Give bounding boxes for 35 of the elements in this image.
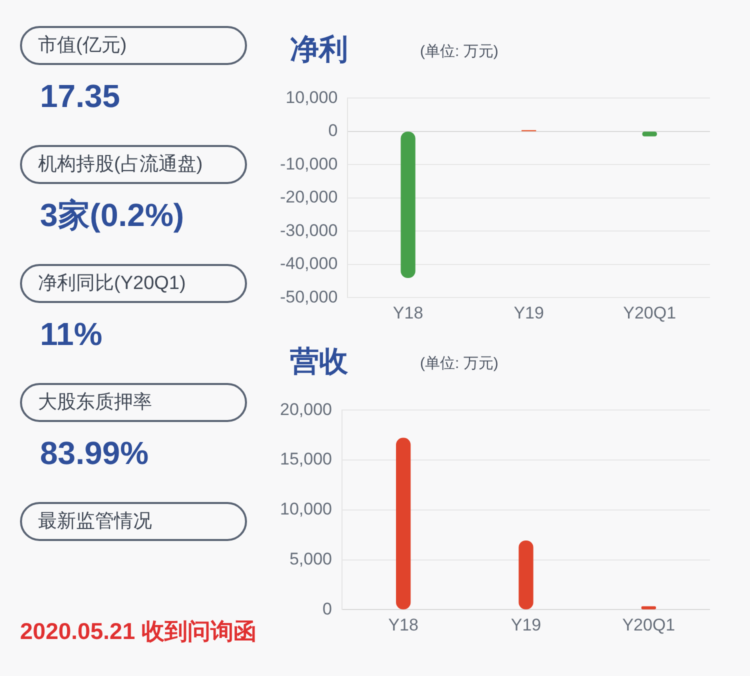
y-tick-label: -10,000: [280, 154, 338, 174]
chart-subtitle: (单位: 万元): [420, 354, 498, 373]
bar: [518, 540, 534, 610]
text: 17.35: [39, 77, 122, 116]
y-tick-label: 10,000: [286, 88, 338, 107]
x-tick-label: Y19: [510, 615, 542, 634]
y-tick-label: 10,000: [280, 500, 332, 519]
bar: [396, 438, 411, 610]
text: 最新监管情况: [20, 502, 247, 541]
y-tick-label: -20,000: [280, 188, 338, 207]
text: 大股东质押率: [20, 383, 247, 422]
text: 净利同比(Y20Q1): [20, 264, 247, 303]
bar: [641, 606, 656, 610]
text: 市值(亿元): [20, 26, 247, 65]
x-tick-label: Y20Q1: [622, 615, 676, 634]
x-tick-label: Y20Q1: [623, 303, 676, 322]
y-tick-label: 0: [322, 599, 332, 618]
text: 3家(0.2%): [39, 196, 186, 235]
text: 2020.05.21 收到问询函: [20, 617, 257, 646]
chart-subtitle: (单位: 万元): [420, 42, 498, 61]
text: 11%: [39, 315, 104, 354]
chart-title: 营收: [290, 345, 348, 380]
y-tick-label: 0: [328, 121, 338, 140]
y-tick-label: 20,000: [280, 400, 332, 419]
y-tick-label: -30,000: [280, 220, 338, 240]
text: 83.99%: [39, 434, 150, 473]
x-tick-label: Y18: [392, 303, 424, 322]
chart-title: 净利: [290, 33, 348, 68]
x-tick-label: Y19: [514, 303, 544, 322]
y-tick-label: -50,000: [280, 287, 338, 306]
x-tick-label: Y18: [388, 615, 418, 634]
y-tick-label: 15,000: [280, 450, 332, 469]
y-tick-label: -40,000: [280, 254, 338, 274]
text: 机构持股(占流通盘): [20, 145, 247, 184]
y-tick-label: 5,000: [289, 549, 332, 568]
